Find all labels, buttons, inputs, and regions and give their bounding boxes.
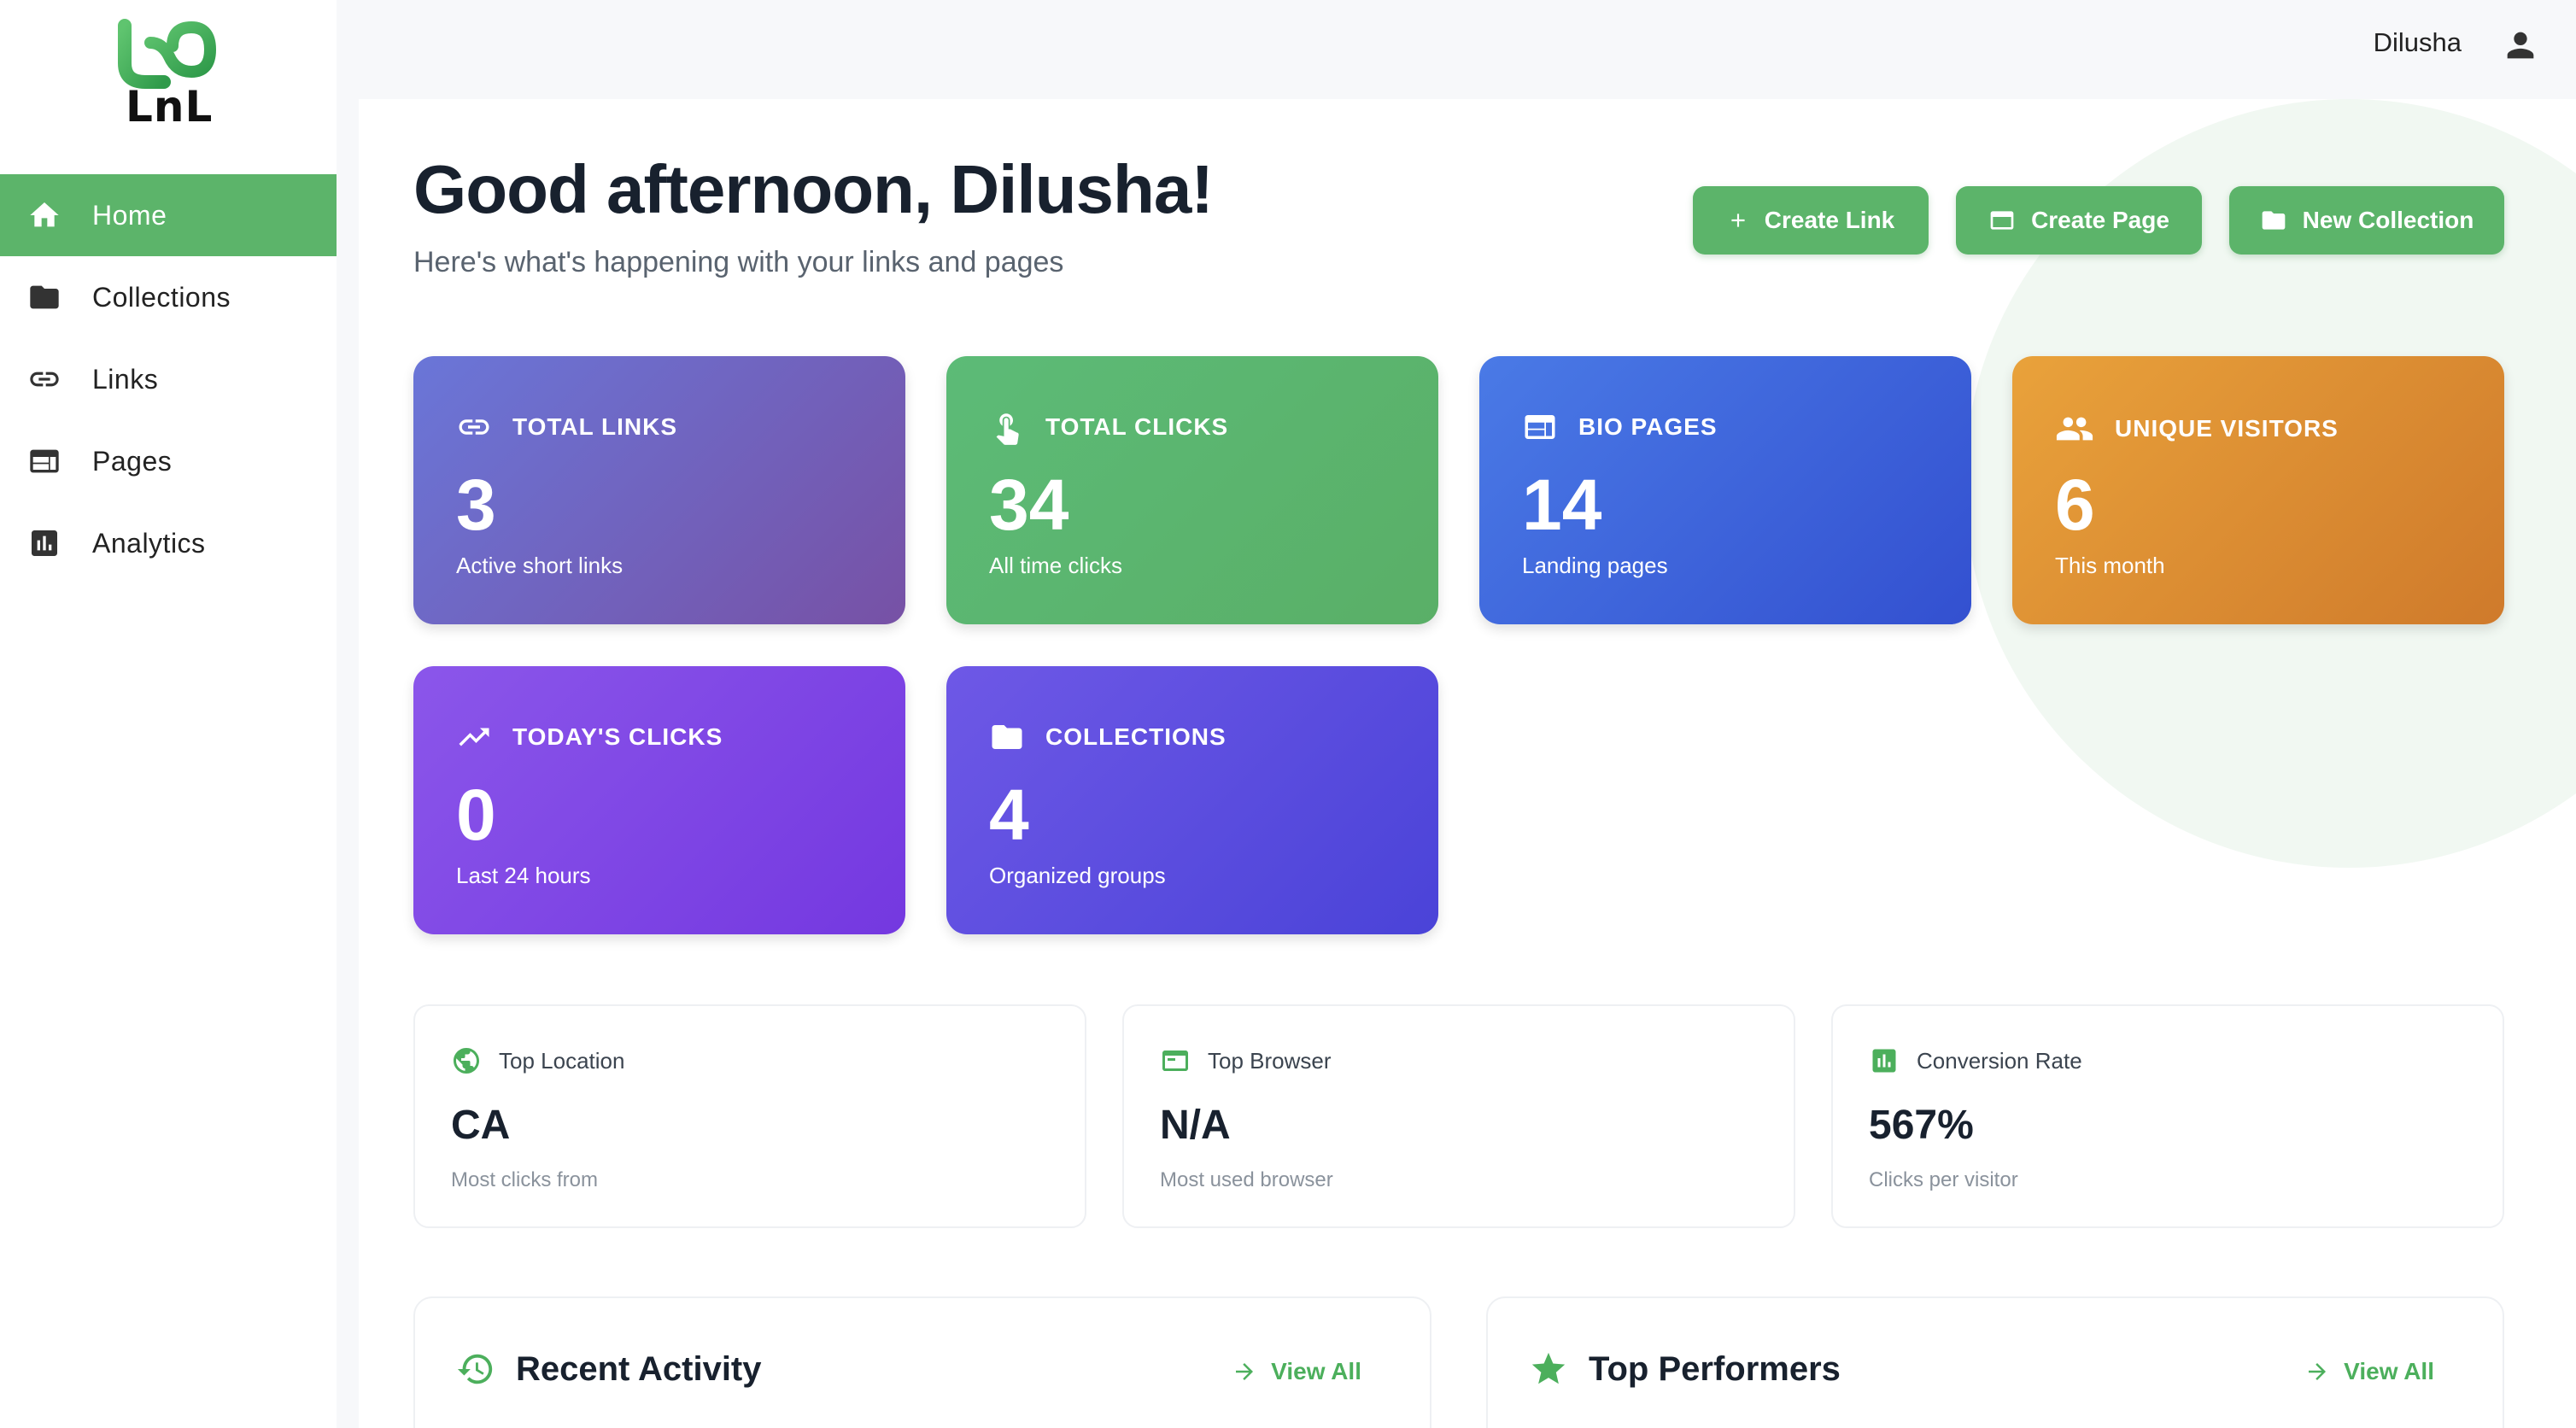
web-page-icon <box>1990 211 2014 230</box>
stat-card-title: TOTAL LINKS <box>512 413 677 440</box>
new-collection-label: New Collection <box>2302 207 2474 233</box>
home-icon <box>26 196 63 234</box>
browser-icon <box>1162 1051 1188 1071</box>
view-all-link[interactable]: View All <box>2304 1358 2434 1385</box>
people-icon <box>2056 417 2093 441</box>
top-bar: Dilusha <box>337 0 2576 99</box>
info-card-subtitle: Most used browser <box>1160 1168 1333 1191</box>
stat-card-value: 4 <box>989 775 1029 855</box>
sidebar-item-label: Pages <box>92 445 173 477</box>
page-subtitle: Here's what's happening with your links … <box>413 246 1064 278</box>
stat-card-collections[interactable]: COLLECTIONS 4 Organized groups <box>946 666 1438 934</box>
info-card-value: CA <box>451 1103 511 1148</box>
stat-card-title: UNIQUE VISITORS <box>2115 415 2339 442</box>
link-icon <box>459 419 489 435</box>
info-card-top-browser: Top Browser N/A Most used browser <box>1122 1004 1795 1228</box>
stat-card-unique-visitors[interactable]: UNIQUE VISITORS 6 This month <box>2012 356 2504 624</box>
sidebar-item-label: Links <box>92 363 159 395</box>
stat-card-title: TOTAL CLICKS <box>1045 413 1229 440</box>
stat-card-title: COLLECTIONS <box>1045 723 1227 750</box>
link-icon <box>26 360 63 398</box>
info-card-conversion-rate: Conversion Rate 567% Clicks per visitor <box>1831 1004 2504 1228</box>
info-card-title: Top Browser <box>1208 1047 1332 1074</box>
recent-activity-panel: Recent Activity View All <box>413 1296 1431 1428</box>
create-page-label: Create Page <box>2031 207 2169 233</box>
view-all-label: View All <box>2344 1358 2434 1384</box>
view-all-link[interactable]: View All <box>1232 1358 1361 1385</box>
top-performers-panel: Top Performers View All <box>1486 1296 2504 1428</box>
view-all-label: View All <box>1271 1358 1361 1384</box>
sidebar-item-home[interactable]: Home <box>0 174 337 256</box>
user-name[interactable]: Dilusha <box>2373 27 2462 57</box>
create-page-button[interactable]: Create Page <box>1956 186 2202 255</box>
info-card-subtitle: Most clicks from <box>451 1168 599 1191</box>
info-card-title: Conversion Rate <box>1917 1047 2082 1074</box>
stat-card-subtitle: All time clicks <box>989 553 1123 578</box>
info-card-value: N/A <box>1160 1103 1231 1148</box>
web-page-icon <box>26 442 63 480</box>
trending-up-icon <box>459 728 489 746</box>
stat-card-subtitle: Landing pages <box>1522 553 1668 578</box>
stat-card-value: 0 <box>456 775 496 855</box>
sidebar-item-label: Collections <box>92 281 231 313</box>
info-card-top-location: Top Location CA Most clicks from <box>413 1004 1086 1228</box>
arrow-right-icon <box>1236 1363 1254 1380</box>
web-page-icon <box>1525 415 1555 439</box>
touch-icon <box>996 413 1019 445</box>
analytics-icon <box>26 524 63 562</box>
stat-card-value: 14 <box>1522 465 1602 545</box>
analytics-icon <box>1872 1049 1896 1073</box>
create-link-button[interactable]: Create Link <box>1693 186 1929 255</box>
create-link-label: Create Link <box>1764 207 1895 233</box>
sidebar-item-collections[interactable]: Collections <box>0 256 337 338</box>
sidebar-item-pages[interactable]: Pages <box>0 420 337 502</box>
stat-card-todays-clicks[interactable]: TODAY'S CLICKS 0 Last 24 hours <box>413 666 905 934</box>
stat-card-total-links[interactable]: TOTAL LINKS 3 Active short links <box>413 356 905 624</box>
stat-card-title: BIO PAGES <box>1578 413 1718 440</box>
folder-icon <box>2262 211 2285 230</box>
panel-title: Recent Activity <box>516 1349 762 1388</box>
folder-icon <box>992 725 1022 749</box>
sidebar-item-label: Home <box>92 199 167 231</box>
info-card-value: 567% <box>1869 1103 1974 1148</box>
stat-card-subtitle: Active short links <box>456 553 624 578</box>
sidebar-item-links[interactable]: Links <box>0 338 337 420</box>
arrow-right-icon <box>2309 1363 2327 1380</box>
stat-card-subtitle: This month <box>2055 553 2165 578</box>
plus-icon <box>1731 214 1745 227</box>
stat-card-subtitle: Organized groups <box>989 863 1166 888</box>
stat-card-bio-pages[interactable]: BIO PAGES 14 Landing pages <box>1479 356 1971 624</box>
page-title: Good afternoon, Dilusha! <box>413 151 1214 227</box>
sidebar-item-analytics[interactable]: Analytics <box>0 502 337 584</box>
sidebar-item-label: Analytics <box>92 527 206 559</box>
stat-card-value: 6 <box>2055 465 2095 545</box>
stat-card-title: TODAY'S CLICKS <box>512 723 723 750</box>
stat-card-total-clicks[interactable]: TOTAL CLICKS 34 All time clicks <box>946 356 1438 624</box>
stat-card-subtitle: Last 24 hours <box>456 863 591 888</box>
sidebar: LnL Home Collections Links <box>0 0 337 1428</box>
sidebar-nav: Home Collections Links Pages <box>0 174 337 584</box>
info-card-subtitle: Clicks per visitor <box>1869 1168 2018 1191</box>
globe-icon <box>454 1048 479 1074</box>
stat-card-value: 34 <box>989 465 1069 545</box>
stat-card-value: 3 <box>456 465 496 545</box>
new-collection-button[interactable]: New Collection <box>2229 186 2504 255</box>
star-icon <box>1531 1352 1566 1384</box>
info-card-title: Top Location <box>499 1047 625 1074</box>
history-icon <box>457 1354 493 1384</box>
logo-text: LnL <box>126 82 214 132</box>
account-icon[interactable] <box>2501 26 2540 65</box>
folder-icon <box>26 278 63 316</box>
logo-icon <box>118 19 217 89</box>
panel-title: Top Performers <box>1589 1349 1841 1388</box>
